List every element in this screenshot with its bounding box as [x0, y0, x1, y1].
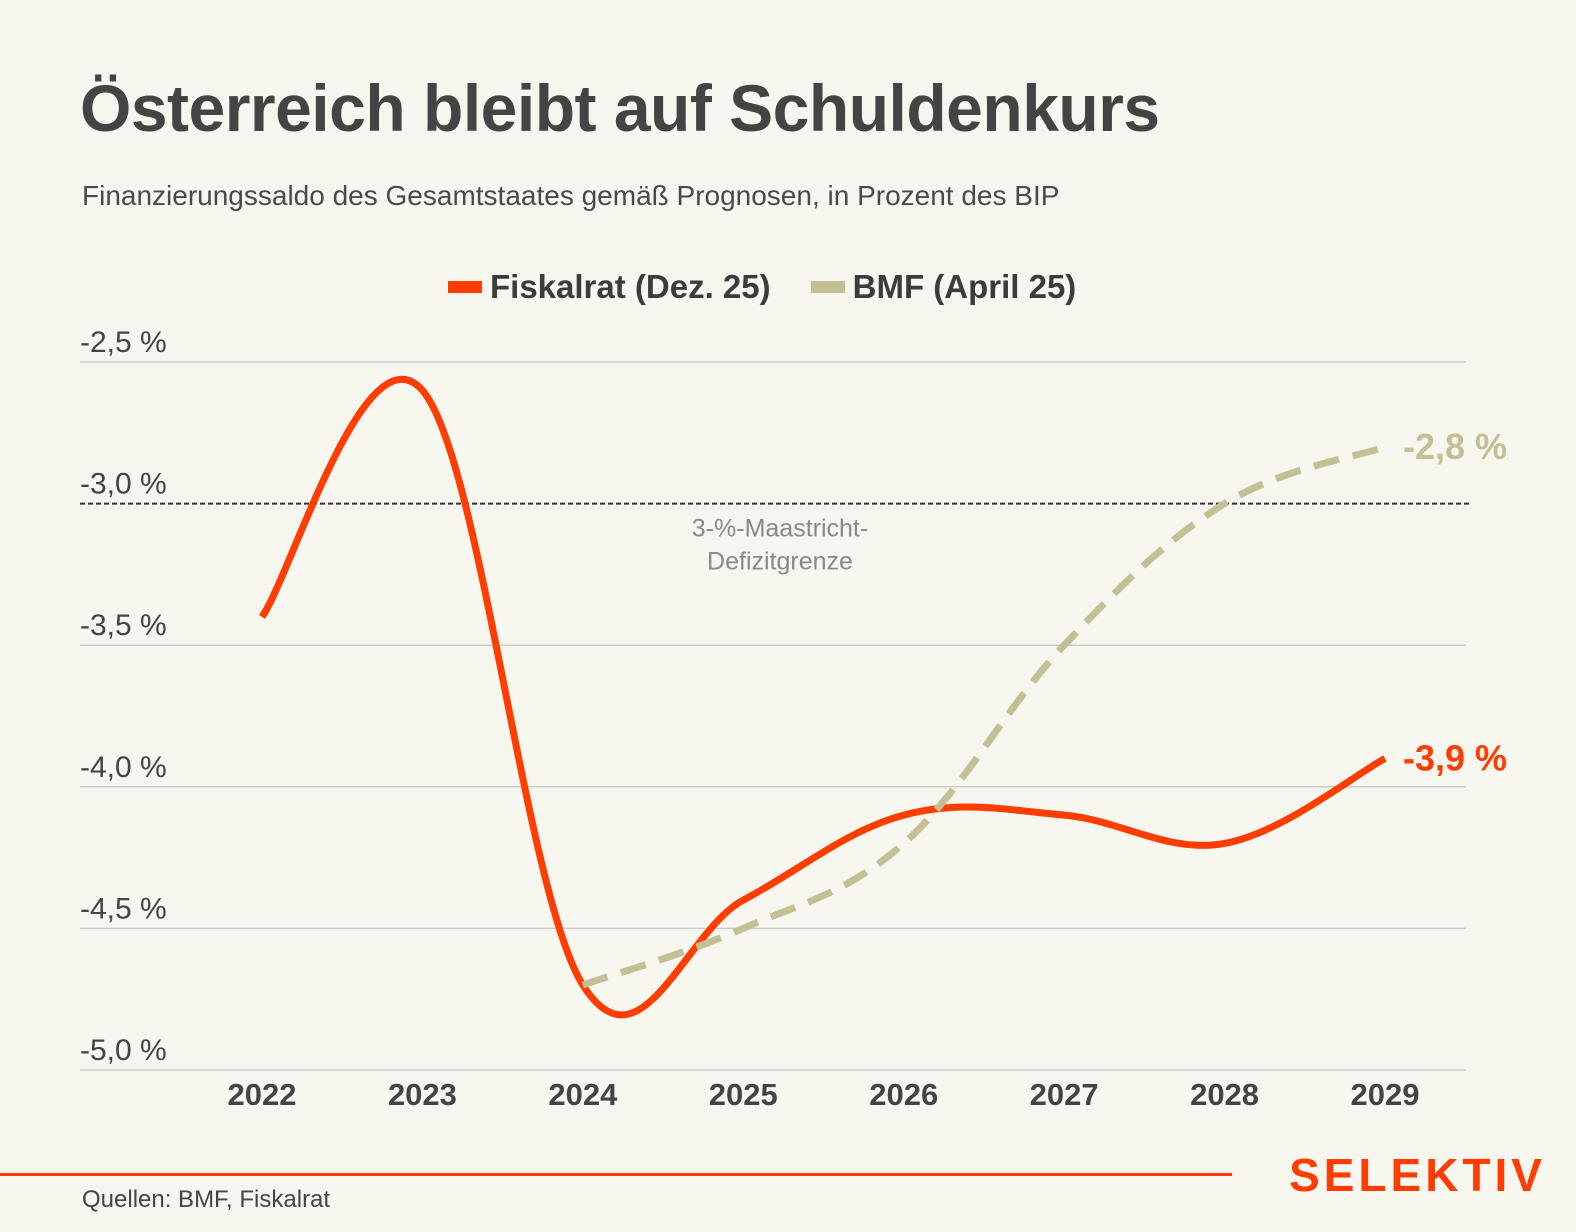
- x-tick-label: 2027: [1030, 1077, 1099, 1112]
- x-tick-label: 2028: [1190, 1077, 1259, 1112]
- legend: Fiskalrat (Dez. 25) BMF (April 25): [448, 268, 1076, 306]
- brand-logo: SELEKTIV: [1289, 1149, 1546, 1201]
- series-line-bmf: [581, 443, 1387, 989]
- x-tick-label: 2024: [548, 1077, 618, 1112]
- x-tick-label: 2029: [1351, 1077, 1420, 1112]
- x-tick-label: 2026: [869, 1077, 938, 1112]
- legend-swatch-bmf: [810, 281, 845, 293]
- legend-item-bmf: BMF (April 25): [810, 268, 1077, 306]
- x-tick-label: 2022: [228, 1077, 297, 1112]
- y-tick-label: -2,5 %: [80, 326, 167, 359]
- x-tick-label: 2025: [709, 1077, 778, 1112]
- end-label-fiskalrat: -3,9 %: [1403, 737, 1507, 778]
- label-layer: -3,9 % -2,8 %: [1403, 426, 1507, 779]
- y-tick-label: -4,5 %: [80, 892, 167, 925]
- reference-line-layer: 3-%-Maastricht- Defizitgrenze: [80, 502, 1470, 576]
- y-tick-label: -4,0 %: [80, 751, 167, 784]
- reference-line-label: 3-%-Maastricht-: [692, 515, 868, 543]
- legend-label-fiskalrat: Fiskalrat (Dez. 25): [490, 268, 771, 305]
- x-tick-label: 2023: [388, 1077, 457, 1112]
- grid-layer: -2,5 % -3,0 % -3,5 % -4,0 % -4,5 % -5,0 % 2022…: [80, 326, 1466, 1112]
- chart-title: Österreich bleibt auf Schuldenkurs: [80, 71, 1160, 145]
- legend-item-fiskalrat: Fiskalrat (Dez. 25): [448, 268, 771, 306]
- source-note: Quellen: BMF, Fiskalrat: [82, 1186, 331, 1213]
- y-tick-label: -5,0 %: [80, 1034, 167, 1067]
- footer-divider: [0, 1173, 1232, 1176]
- y-tick-label: -3,5 %: [80, 609, 167, 642]
- y-tick-label: -3,0 %: [80, 468, 167, 501]
- series-layer: [259, 376, 1387, 1019]
- end-label-bmf: -2,8 %: [1403, 426, 1507, 467]
- legend-label-bmf: BMF (April 25): [852, 268, 1077, 305]
- legend-swatch-fiskalrat: [448, 281, 482, 293]
- chart-subtitle: Finanzierungssaldo des Gesamtstaates gem…: [82, 180, 1060, 211]
- series-line-fiskalrat: [259, 376, 1387, 1019]
- reference-line-label: Defizitgrenze: [707, 548, 853, 576]
